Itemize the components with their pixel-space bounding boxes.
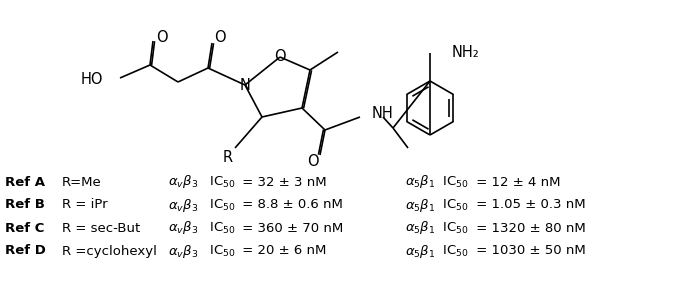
Text: = 32 ± 3 nM: = 32 ± 3 nM: [238, 176, 327, 188]
Text: IC$_{50}$: IC$_{50}$: [438, 174, 469, 190]
Text: = 1320 ± 80 nM: = 1320 ± 80 nM: [472, 221, 586, 235]
Text: NH: NH: [372, 106, 394, 121]
Text: O: O: [307, 154, 319, 169]
Text: Ref A: Ref A: [5, 176, 45, 188]
Text: N: N: [240, 77, 251, 92]
Text: IC$_{50}$: IC$_{50}$: [205, 244, 236, 259]
Text: $\alpha_5\beta_1$: $\alpha_5\beta_1$: [405, 173, 436, 190]
Text: IC$_{50}$: IC$_{50}$: [438, 220, 469, 236]
Text: O: O: [274, 50, 286, 64]
Text: IC$_{50}$: IC$_{50}$: [205, 220, 236, 236]
Text: IC$_{50}$: IC$_{50}$: [438, 244, 469, 259]
Text: = 1030 ± 50 nM: = 1030 ± 50 nM: [472, 244, 586, 257]
Text: NH₂: NH₂: [452, 46, 480, 61]
Text: Ref C: Ref C: [5, 221, 45, 235]
Text: Ref D: Ref D: [5, 244, 46, 257]
Text: = 20 ± 6 nM: = 20 ± 6 nM: [238, 244, 326, 257]
Text: = 12 ± 4 nM: = 12 ± 4 nM: [472, 176, 560, 188]
Text: = 360 ± 70 nM: = 360 ± 70 nM: [238, 221, 343, 235]
Text: R = sec-But: R = sec-But: [62, 221, 140, 235]
Text: Ref B: Ref B: [5, 199, 45, 212]
Text: $\alpha_v\beta_3$: $\alpha_v\beta_3$: [168, 173, 198, 190]
Text: IC$_{50}$: IC$_{50}$: [205, 197, 236, 212]
Text: R=Me: R=Me: [62, 176, 102, 188]
Text: = 1.05 ± 0.3 nM: = 1.05 ± 0.3 nM: [472, 199, 586, 212]
Text: O: O: [156, 29, 168, 44]
Text: HO: HO: [81, 73, 103, 88]
Text: IC$_{50}$: IC$_{50}$: [205, 174, 236, 190]
Text: $\alpha_5\beta_1$: $\alpha_5\beta_1$: [405, 242, 436, 260]
Text: = 8.8 ± 0.6 nM: = 8.8 ± 0.6 nM: [238, 199, 343, 212]
Text: $\alpha_v\beta_3$: $\alpha_v\beta_3$: [168, 220, 198, 236]
Text: R =cyclohexyl: R =cyclohexyl: [62, 244, 157, 257]
Text: $\alpha_v\beta_3$: $\alpha_v\beta_3$: [168, 196, 198, 214]
Text: IC$_{50}$: IC$_{50}$: [438, 197, 469, 212]
Text: $\alpha_5\beta_1$: $\alpha_5\beta_1$: [405, 220, 436, 236]
Text: O: O: [214, 31, 226, 46]
Text: $\alpha_v\beta_3$: $\alpha_v\beta_3$: [168, 242, 198, 260]
Text: R: R: [223, 151, 233, 166]
Text: R = iPr: R = iPr: [62, 199, 108, 212]
Text: $\alpha_5\beta_1$: $\alpha_5\beta_1$: [405, 196, 436, 214]
